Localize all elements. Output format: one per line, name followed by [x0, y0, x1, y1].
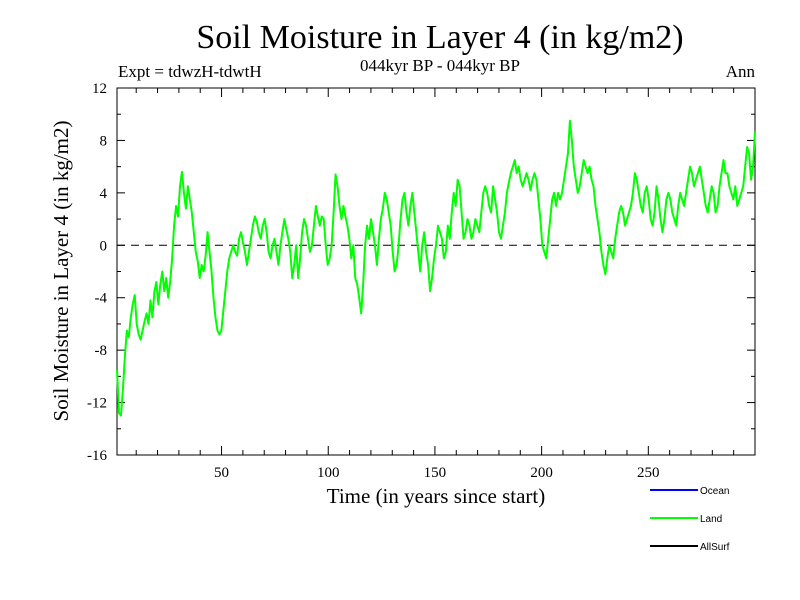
experiment-label: Expt = tdwzH-tdwtH — [118, 62, 262, 81]
y-tick-label: -8 — [95, 343, 108, 359]
legend-label-land: Land — [700, 514, 722, 525]
legend: Ocean Land AllSurf — [650, 486, 730, 553]
y-tick-label: -4 — [95, 291, 108, 307]
series-line-land — [116, 119, 756, 417]
y-tick-label: 0 — [100, 238, 108, 254]
x-tick-label: 250 — [637, 465, 660, 481]
x-tick-label: 50 — [214, 465, 229, 481]
plot-area: -16 -12 -8 -4 0 4 8 12 50 100 150 200 250 — [87, 81, 756, 481]
plot-frame — [116, 87, 756, 456]
legend-label-allsurf: AllSurf — [700, 542, 730, 553]
x-tick-label: 150 — [424, 465, 447, 481]
x-axis-label: Time (in years since start) — [327, 484, 546, 508]
x-tick-label: 200 — [530, 465, 553, 481]
season-label: Ann — [726, 62, 756, 81]
chart-title: Soil Moisture in Layer 4 (in kg/m2) — [196, 19, 683, 56]
y-tick-label: 12 — [92, 81, 107, 97]
series-group — [116, 119, 756, 417]
y-tick-label: 4 — [100, 186, 108, 202]
x-tick-label: 100 — [317, 465, 340, 481]
y-axis-label: Soil Moisture in Layer 4 (in kg/m2) — [49, 121, 73, 422]
legend-label-ocean: Ocean — [700, 486, 729, 497]
y-tick-label: 8 — [100, 133, 108, 149]
chart-subtitle: 044kyr BP - 044kyr BP — [360, 56, 520, 75]
y-tick-label: -12 — [87, 396, 107, 412]
y-tick-label: -16 — [87, 448, 107, 464]
x-axis: 50 100 150 200 250 — [135, 88, 756, 481]
y-axis: -16 -12 -8 -4 0 4 8 12 — [87, 81, 755, 464]
